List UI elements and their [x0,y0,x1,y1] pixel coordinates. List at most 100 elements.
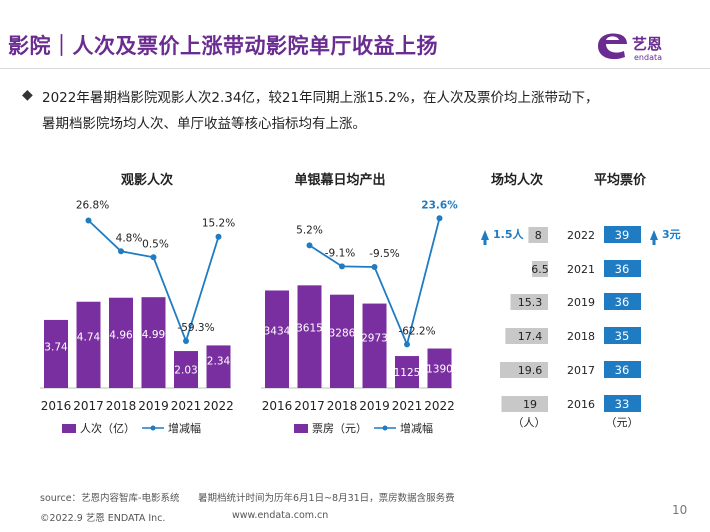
price-box [604,327,641,344]
bar [297,285,322,388]
bar [44,319,68,388]
logo-icon: 艺恩 endata [598,33,662,62]
growth-point [85,217,92,224]
logo-text: 艺恩 [632,35,662,53]
bar-value-label: 4.99 [142,329,165,341]
price-value: 36 [615,262,630,276]
x-tick-label: 2017 [294,399,325,413]
up-arrow-icon [481,230,489,245]
audience-value: 19.6 [518,364,543,377]
audience-change-label: 1.5人 [493,227,524,241]
growth-label: 23.6% [421,199,458,211]
price-box [604,293,641,310]
chart-title: 场均人次 [491,172,543,188]
price-value: 33 [615,397,630,411]
endata-logo: 艺恩 endata [594,29,694,63]
summary-line-2: 暑期档影院场均人次、单厅收益等核心指标均有上涨。 [42,116,366,132]
audience-bar [510,294,548,310]
legend-line-marker [382,425,388,431]
bar-value-label: 3434 [264,325,291,337]
bar [206,345,231,388]
bar-value-label: 1390 [426,363,453,375]
bar [427,348,452,388]
x-tick-label: 2019 [359,399,390,413]
bar [362,303,387,388]
chart-title: 单银幕日均产出 [294,172,385,188]
year-label: 2018 [567,330,595,343]
audience-bar [528,227,548,243]
bar-value-label: 1125 [394,367,421,379]
growth-point [150,254,157,261]
audience-value: 15.3 [518,296,543,309]
bar [330,294,354,388]
bar-value-label: 3615 [296,323,323,335]
diamond-bullet-icon: ◆ [22,87,33,103]
x-tick-label: 2018 [106,399,137,413]
audience-unit: （人） [513,416,546,429]
audience-bar [532,261,548,277]
bar [265,290,289,388]
year-label: 2017 [567,364,595,377]
footer-website: www.endata.com.cn [232,510,329,521]
logo-subtext: endata [634,53,662,62]
x-tick-label: 2021 [392,399,423,413]
bar [141,297,166,388]
audience-value: 19 [523,398,537,411]
growth-point [404,341,410,348]
price-box [604,226,641,243]
legend-line-marker [150,425,156,431]
bar-value-label: 2.34 [207,356,231,368]
price-change-label: 3元 [662,228,681,241]
growth-label: 5.2% [296,224,323,236]
bar-value-label: 3286 [329,328,356,340]
page-number: 10 [672,503,688,517]
year-label: 2021 [567,263,595,276]
price-unit: （元） [606,416,639,429]
legend-bar-label: 人次（亿） [80,421,135,435]
growth-point [215,233,222,240]
x-tick-label: 2016 [41,399,72,413]
legend-bar-label: 票房（元） [312,422,367,435]
price-value: 36 [615,295,630,309]
x-tick-label: 2021 [171,399,202,413]
price-box [604,361,641,378]
growth-label: -9.1% [325,247,355,259]
x-tick-label: 2019 [138,399,169,413]
page-title: 影院｜人次及票价上涨带动影院单厅收益上扬 [8,34,438,58]
price-box [604,260,641,277]
price-value: 35 [615,329,630,343]
chart-title: 平均票价 [594,172,647,188]
price-value: 39 [615,228,630,242]
bar [174,351,198,388]
audience-value: 17.4 [518,330,543,343]
legend-bar-swatch [294,424,308,433]
bar-value-label: 3.74 [44,342,68,354]
audience-bar [505,328,548,344]
summary-line-1: 2022年暑期档影院观影人次2.34亿，较21年同期上涨15.2%，在人次及票价… [42,90,599,106]
growth-label: 26.8% [76,199,109,211]
growth-label: -9.5% [369,248,399,260]
audience-value: 8 [535,229,542,242]
bar-value-label: 4.74 [77,332,101,344]
year-label: 2022 [567,229,595,242]
growth-point [183,338,189,345]
audience-value: 6.5 [531,263,549,276]
growth-point [339,263,345,270]
growth-point [371,263,378,270]
legend-bar-swatch [62,424,76,433]
x-tick-label: 2018 [327,399,358,413]
price-box [604,395,641,412]
year-label: 2019 [567,296,595,309]
growth-label: 4.8% [116,232,143,244]
x-tick-label: 2016 [262,399,293,413]
footer-note: 暑期档统计时间为历年6月1日~8月31日，票房数据含服务费 [198,493,455,504]
bar-value-label: 2973 [361,333,388,345]
x-tick-label: 2022 [203,399,234,413]
chart-title: 观影人次 [121,172,173,188]
bar [395,356,419,388]
audience-bar [501,396,548,412]
footer-source: source：艺恩内容智库-电影系统 [40,493,180,504]
growth-point [306,242,313,249]
title-divider [0,68,710,69]
legend-line-label: 增减幅 [400,421,433,435]
